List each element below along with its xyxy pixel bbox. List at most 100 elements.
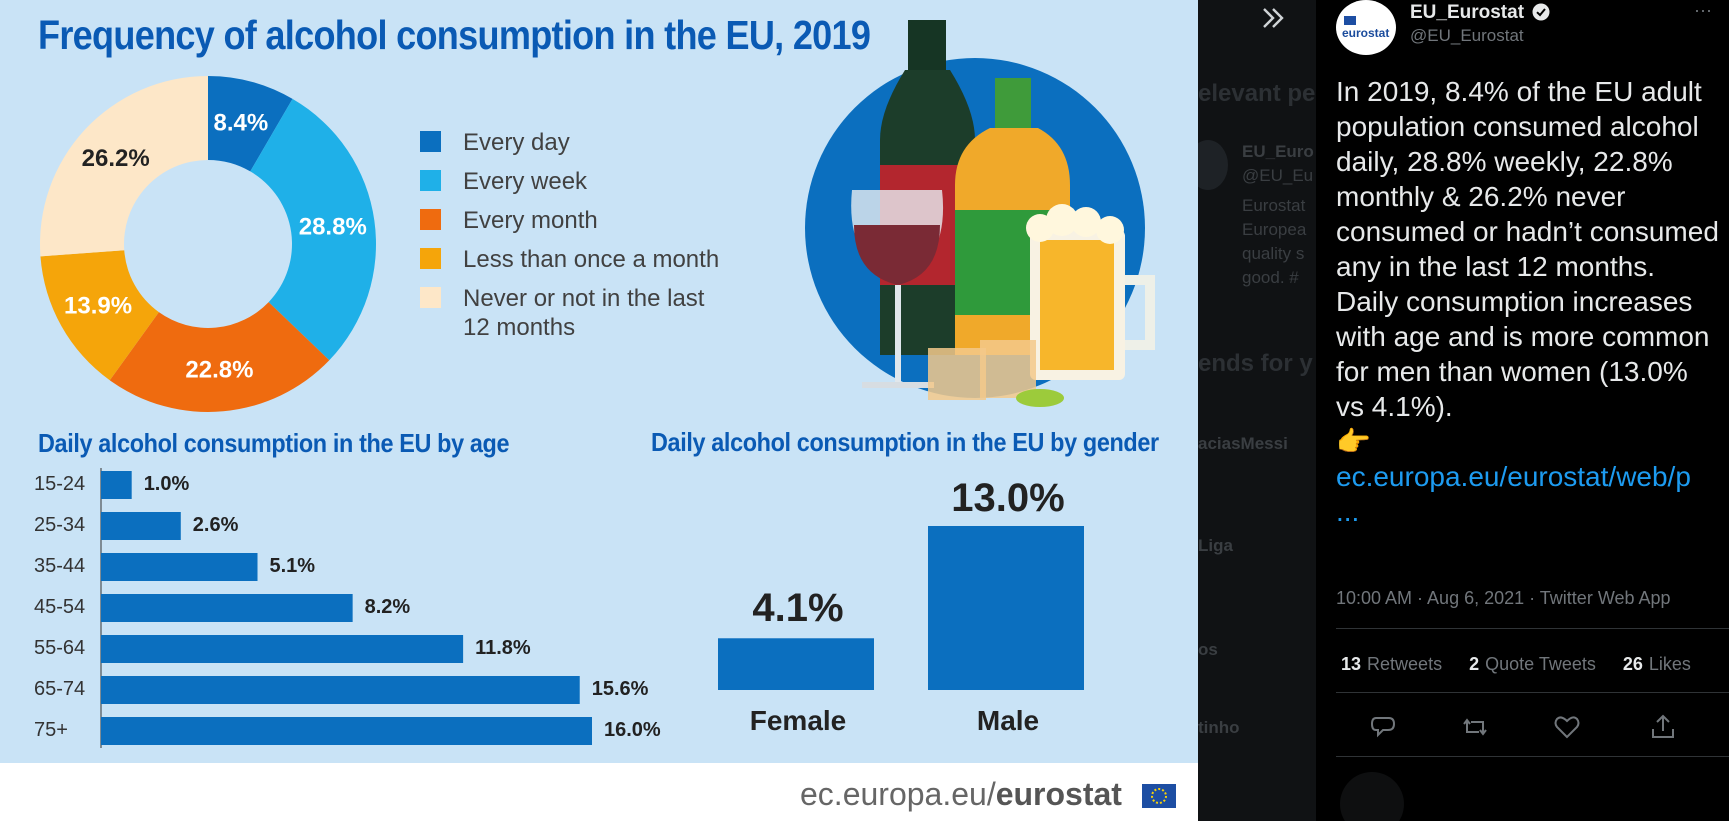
author-name-text[interactable]: EU_Eurostat [1410,2,1525,23]
retweets-count: 13 [1341,654,1362,674]
bg-text-line: quality s [1242,244,1305,263]
tweet-detail: eurostat EU_Eurostat @EU_Eurostat ··· In… [1316,0,1729,821]
gender-chart-title: Daily alcohol consumption in the EU by g… [651,427,1159,457]
trend-item: os [1198,640,1218,659]
avatar [1198,140,1228,190]
pointing-hand-emoji: 👉 [1336,426,1371,457]
age-bar [101,553,258,581]
tweet-stats: 13 Retweets 2 Quote Tweets 26 Likes [1341,654,1691,675]
author-name[interactable]: EU_Eurostat [1410,2,1550,24]
legend-item: Every month [420,206,598,236]
age-bar [101,676,580,704]
retweet-icon[interactable] [1460,712,1490,742]
age-category-label: 45-54 [34,596,86,618]
legend-item: Never or not in the last 12 months [420,284,704,341]
female-value: 4.1% [752,586,844,630]
age-value-label: 11.8% [475,637,531,659]
drinks-illustration [805,20,1155,407]
background-timeline-column: elevant pe EU_Euro @EU_Eu Eurostat Europ… [1198,0,1316,821]
age-value-label: 8.2% [364,596,411,618]
quotes-label: Quote Tweets [1485,654,1596,674]
donut-chart: 8.4% 28.8% 22.8% 13.9% 26.2% [39,76,376,413]
likes-label: Likes [1648,654,1691,674]
age-category-label: 55-64 [34,637,86,659]
male-bar [928,526,1084,690]
legend-label: Every week [463,168,588,195]
bg-name: EU_Euro [1242,142,1314,161]
trend-item: tinho [1198,718,1240,737]
author-handle[interactable]: @EU_Eurostat [1410,26,1524,45]
age-bar [101,471,132,499]
male-value: 13.0% [951,476,1065,520]
tweet-link[interactable]: ec.europa.eu/eurostat/web/p ... [1336,461,1691,527]
footer-brand: eurostat [995,776,1122,812]
female-bar [718,638,874,690]
legend-swatch [420,248,441,269]
legend-item: Every week [420,167,587,197]
age-value-label: 1.0% [143,473,190,495]
trend-item: aciasMessi [1198,434,1288,453]
share-icon[interactable] [1648,712,1678,742]
eu-flag-icon [1142,784,1176,808]
legend-swatch [420,170,441,191]
donut-slice-label-4: 26.2% [82,145,150,172]
donut-slice-0 [208,76,293,172]
divider [1336,756,1729,757]
reply-icon[interactable] [1368,712,1398,742]
chevron-right-double-icon[interactable] [1258,4,1288,34]
author-avatar[interactable]: eurostat [1336,0,1396,55]
footer-domain: ec.europa.eu/ [800,776,996,812]
age-category-label: 35-44 [34,555,86,577]
age-bar [101,512,181,540]
age-value-label: 15.6% [591,678,649,700]
reply-avatar [1340,772,1404,821]
tweet-timestamp[interactable]: 10:00 AM · Aug 6, 2021 · Twitter Web App [1336,588,1671,608]
donut-slice-label-0: 8.4% [213,109,268,136]
age-value-label: 16.0% [604,719,661,741]
likes-count: 26 [1622,654,1643,674]
legend-item: Every day [420,128,570,158]
donut-slice-2 [109,302,330,413]
quotes-count: 2 [1469,654,1480,674]
bg-text-line: Europea [1242,220,1307,239]
legend-label: Never or not in the last 12 months [463,285,705,341]
male-label: Male [976,705,1040,736]
legend-label: Every day [463,129,570,156]
legend-label: Less than once a month [463,246,720,273]
donut-slice-3 [40,250,159,381]
tweet-text: In 2019, 8.4% of the EU adult population… [1336,74,1721,529]
legend-item: Less than once a month [420,245,719,275]
age-category-label: 65-74 [34,678,86,700]
donut-slice-label-2: 22.8% [185,356,253,383]
legend-swatch [420,287,441,308]
bg-text-line: Eurostat [1242,196,1306,215]
infographic-title: Frequency of alcohol consumption in the … [38,12,871,58]
infographic-graphics: 8.4% 28.8% 22.8% 13.9% 26.2% [39,20,1176,808]
gender-bar-chart [718,526,1084,690]
legend-swatch [420,209,441,230]
likes-stat[interactable]: 26 Likes [1623,654,1691,674]
retweets-label: Retweets [1367,654,1443,674]
tweet-body-text: In 2019, 8.4% of the EU adult population… [1336,76,1719,422]
donut-slice-4 [39,76,208,257]
age-bar [101,717,592,745]
relevant-people-heading: elevant pe [1198,80,1316,107]
legend-label: Every month [463,207,598,234]
retweets-stat[interactable]: 13 Retweets [1341,654,1442,674]
age-bar [101,594,353,622]
female-label: Female [749,705,847,736]
divider [1336,628,1729,629]
age-category-label: 15-24 [34,473,86,495]
infographic-image: 8.4% 28.8% 22.8% 13.9% 26.2% [0,0,1198,821]
age-chart-title: Daily alcohol consumption in the EU by a… [38,428,510,458]
trends-heading: ends for y [1198,350,1313,377]
age-value-label: 2.6% [192,514,239,536]
more-options-icon[interactable]: ··· [1694,0,1712,20]
like-heart-icon[interactable] [1552,712,1582,742]
quote-tweets-stat[interactable]: 2 Quote Tweets [1469,654,1596,674]
age-value-label: 5.1% [269,555,316,577]
legend-swatch [420,131,441,152]
donut-slice-label-3: 13.9% [64,293,132,320]
donut-slice-1 [250,98,376,361]
